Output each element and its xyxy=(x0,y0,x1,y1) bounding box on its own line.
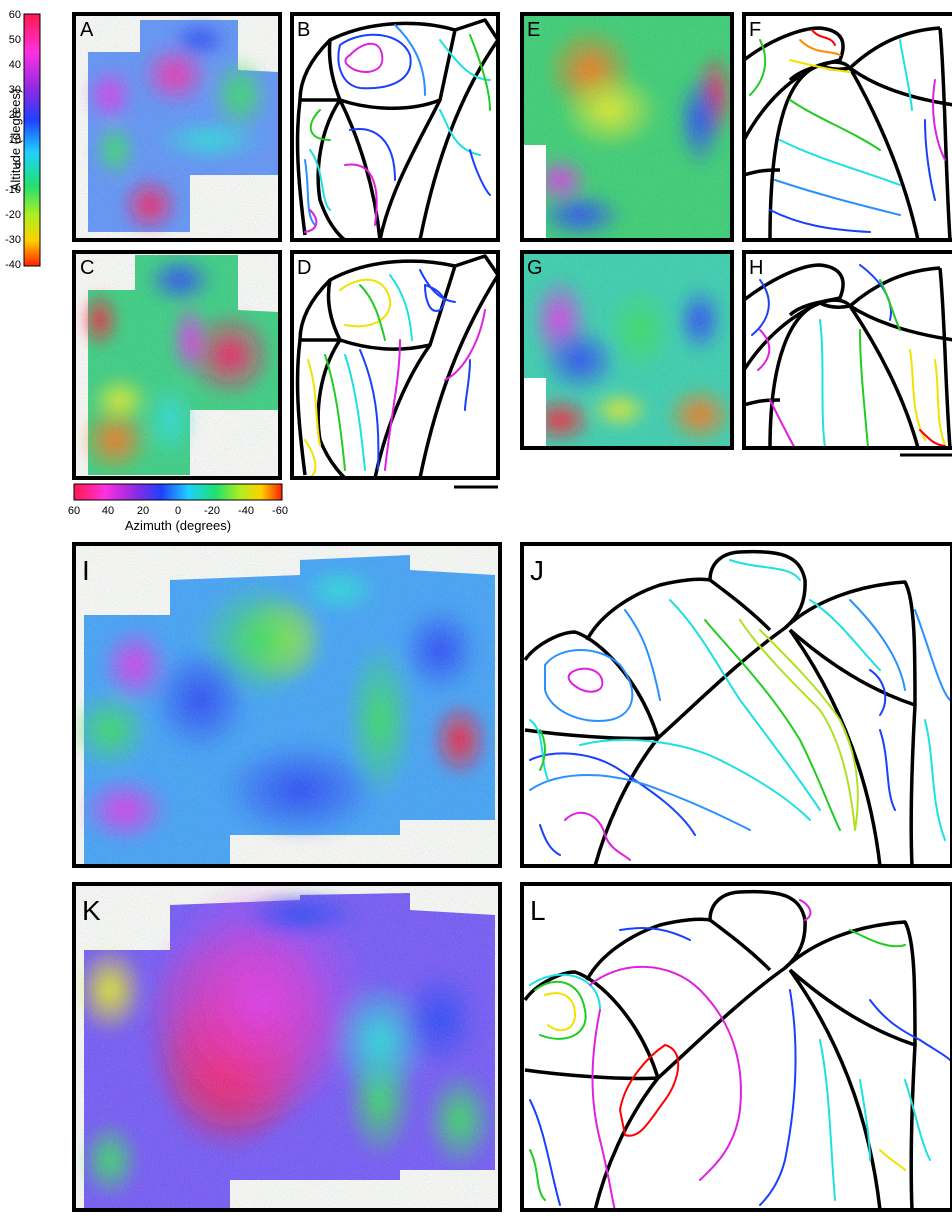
panel-f-contours: F xyxy=(742,12,952,242)
azimuth-tick: -40 xyxy=(238,505,254,517)
altitude-tick: -30 xyxy=(5,234,21,246)
altitude-ticks: 60 50 40 30 20 10 0 -10 -20 -30 -40 xyxy=(5,9,21,271)
panel-l-contours: L xyxy=(520,882,952,1212)
panel-label: J xyxy=(530,555,544,586)
altitude-tick: 50 xyxy=(9,34,21,46)
altitude-axis-label: Altitude (degrees) xyxy=(8,89,23,192)
panel-c-azimuth-map: C xyxy=(72,250,282,480)
panel-label: C xyxy=(80,257,94,279)
azimuth-tick: -20 xyxy=(204,505,220,517)
panel-label: L xyxy=(530,895,546,926)
panel-label: B xyxy=(297,19,310,41)
azimuth-ticks: 60 40 20 0 -20 -40 -60 xyxy=(68,505,288,517)
panel-d-azimuth-contours: D xyxy=(290,250,500,489)
panel-a-altitude-map: A xyxy=(72,12,282,242)
panel-label: G xyxy=(527,257,543,279)
panel-label: F xyxy=(749,19,761,41)
panel-label: I xyxy=(82,555,90,586)
azimuth-tick: 0 xyxy=(175,505,181,517)
azimuth-colorbar: 60 40 20 0 -20 -40 -60 Azimuth (degrees) xyxy=(68,483,288,533)
altitude-tick: 20 xyxy=(9,109,21,121)
panel-label: H xyxy=(749,257,763,279)
azimuth-axis-label: Azimuth (degrees) xyxy=(125,518,231,533)
panel-label: K xyxy=(82,895,101,926)
panel-label: D xyxy=(297,257,311,279)
panel-k-map: K xyxy=(72,882,502,1212)
panel-b-altitude-contours: B xyxy=(290,12,500,242)
panel-g-map: G xyxy=(520,250,734,450)
altitude-colorbar: Altitude (degrees) 60 50 40 30 20 10 0 -… xyxy=(5,9,41,271)
panel-label: E xyxy=(527,19,540,41)
altitude-tick: 10 xyxy=(9,134,21,146)
altitude-tick: -10 xyxy=(5,184,21,196)
azimuth-tick: 20 xyxy=(137,505,149,517)
altitude-tick: 0 xyxy=(15,159,21,171)
altitude-tick: -40 xyxy=(5,259,21,271)
panel-i-map: I xyxy=(72,542,502,868)
azimuth-tick: 60 xyxy=(68,505,80,517)
panel-j-contours: J xyxy=(520,542,952,868)
altitude-tick: -20 xyxy=(5,209,21,221)
altitude-tick: 60 xyxy=(9,9,21,21)
panel-e-map: E xyxy=(520,12,734,242)
altitude-tick: 30 xyxy=(9,84,21,96)
azimuth-tick: 40 xyxy=(102,505,114,517)
panel-h-contours: H xyxy=(742,250,952,457)
panel-label: A xyxy=(80,19,94,41)
altitude-tick: 40 xyxy=(9,59,21,71)
azimuth-tick: -60 xyxy=(272,505,288,517)
